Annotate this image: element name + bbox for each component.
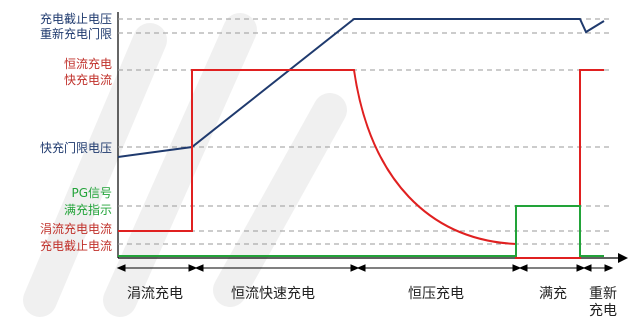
label-fast-charge-current: 快充电流 — [64, 72, 112, 87]
label-trickle-charge-current: 涓流充电电流 — [40, 221, 112, 236]
label-cc-charge: 恒流充电 — [64, 56, 112, 71]
x-axis-arrow — [618, 253, 628, 263]
voltage-curve — [117, 18, 605, 158]
phase-cv: 恒压充电 — [408, 286, 464, 302]
phase-arrows — [116, 264, 614, 272]
label-charge-cutoff-voltage: 充电截止电压 — [40, 11, 112, 26]
phase-cc-fast: 恒流快速充电 — [231, 286, 315, 302]
phase-recharge-line1: 重新 — [589, 286, 617, 302]
phase-full: 满充 — [539, 286, 567, 302]
phase-recharge-line2: 充电 — [589, 303, 617, 319]
label-recharge-threshold: 重新充电门限 — [40, 26, 112, 41]
label-full-charge-indicator: 满充指示 — [64, 202, 112, 217]
label-charge-cutoff-current: 充电截止电流 — [40, 238, 112, 253]
label-fast-charge-threshold-voltage: 快充门限电压 — [40, 140, 112, 155]
label-pg-signal: PG信号 — [71, 186, 112, 200]
full-charge-indicator-line — [118, 205, 604, 257]
phase-trickle: 涓流充电 — [127, 286, 183, 302]
